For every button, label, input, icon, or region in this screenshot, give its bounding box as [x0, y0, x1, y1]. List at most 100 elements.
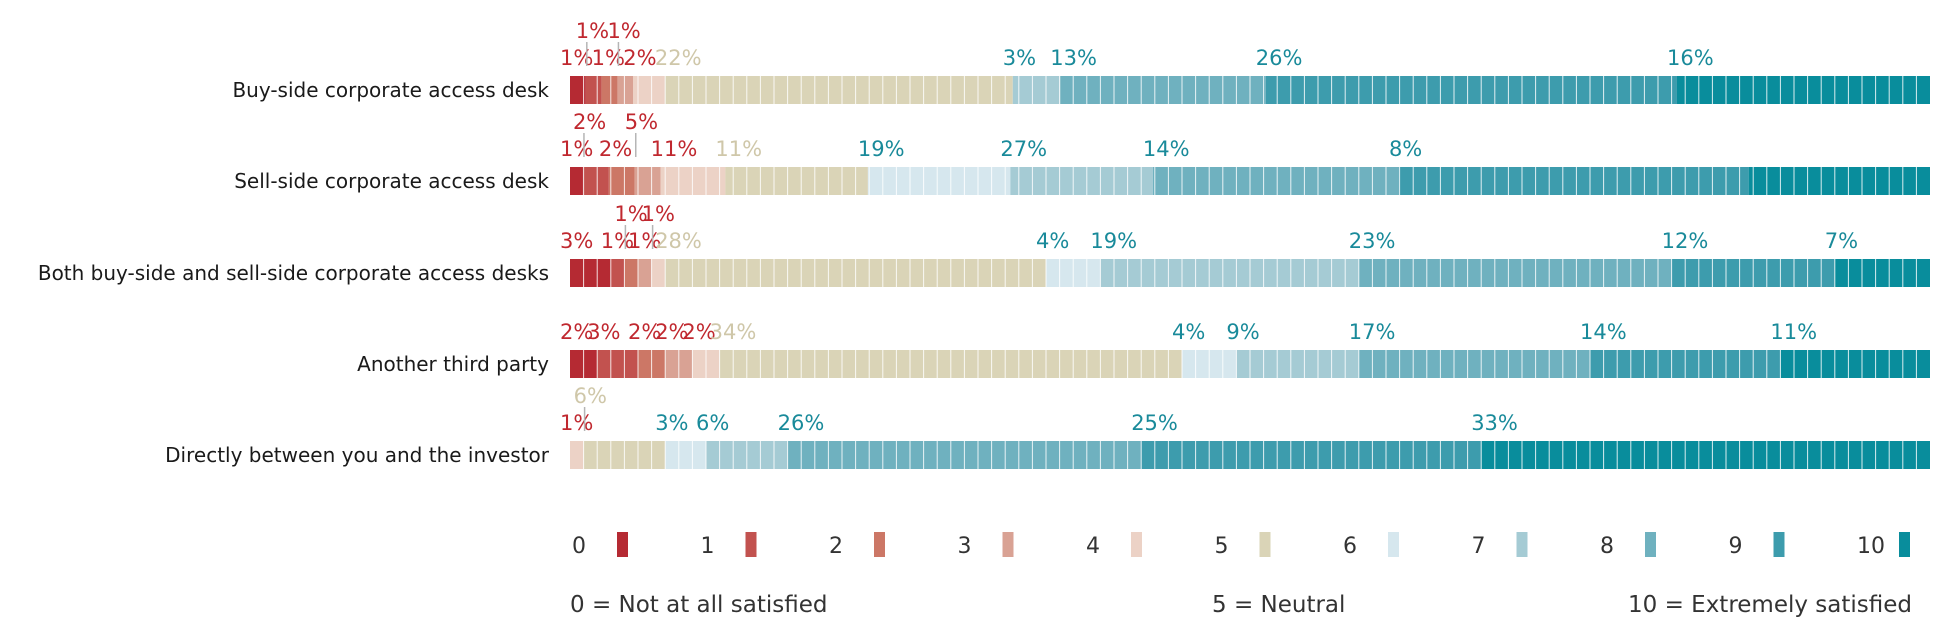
bar-segment-1: [610, 259, 625, 287]
legend-swatch-5: [1259, 532, 1271, 557]
bar-segment-7: [1236, 350, 1359, 378]
category-label: Buy-side corporate access desk: [232, 78, 549, 102]
bar-segment-4: [633, 76, 665, 104]
bar-segment-1: [582, 167, 609, 195]
legend-label-3: 3: [958, 534, 972, 559]
category-label: Another third party: [357, 352, 549, 376]
legend-label-1: 1: [701, 534, 715, 559]
bar-segment-7: [1010, 167, 1153, 195]
bar-segment-10: [1481, 441, 1930, 469]
legend-label-6: 6: [1343, 534, 1357, 559]
category-label: Both buy-side and sell-side corporate ac…: [38, 261, 549, 285]
data-label: 2%: [623, 46, 656, 70]
bar-segment-10: [1676, 76, 1930, 104]
scale-notes: 0 = Not at all satisfied 5 = Neutral 10 …: [570, 592, 1912, 618]
data-label: 26%: [1256, 46, 1303, 70]
labels-layer: Buy-side corporate access desk1%1%1%1%2%…: [38, 19, 1858, 467]
data-label: 3%: [560, 229, 593, 253]
data-label: 2%: [682, 320, 715, 344]
data-label: 1%: [614, 202, 647, 226]
data-label: 28%: [655, 229, 702, 253]
bar-segment-7: [1012, 76, 1061, 104]
data-label: 1%: [560, 137, 593, 161]
bar-segment-0: [570, 167, 583, 195]
bar-segment-8: [1358, 259, 1672, 287]
legend-swatch-9: [1773, 532, 1785, 557]
data-label: 2%: [560, 320, 593, 344]
bar-segment-9: [1265, 76, 1677, 104]
bars-layer: [570, 76, 1930, 469]
bar-segment-3: [638, 259, 652, 287]
bar-segment-8: [1358, 350, 1590, 378]
legend-label-8: 8: [1600, 534, 1614, 559]
data-label: 1%: [592, 46, 625, 70]
data-label: 1%: [560, 411, 593, 435]
legend: 0 1 2 3 4 5 6 7 8 9 10: [572, 532, 1910, 559]
data-label: 6%: [574, 384, 607, 408]
data-label: 6%: [696, 411, 729, 435]
data-label: 4%: [1036, 229, 1069, 253]
data-label: 11%: [1770, 320, 1817, 344]
bar-segment-6: [867, 167, 1011, 195]
data-label: 22%: [655, 46, 702, 70]
bar-segment-1: [585, 76, 602, 104]
bar-segment-4: [660, 167, 726, 195]
data-label: 9%: [1226, 320, 1259, 344]
data-label: 1%: [576, 19, 609, 43]
bar-segment-7: [1100, 259, 1359, 287]
data-label: 3%: [587, 320, 620, 344]
data-label: 7%: [1825, 229, 1858, 253]
data-label: 1%: [601, 229, 634, 253]
legend-label-2: 2: [829, 534, 843, 559]
bar-segment-2: [624, 259, 638, 287]
legend-label-7: 7: [1472, 534, 1486, 559]
legend-swatch-2: [874, 532, 885, 557]
data-label: 14%: [1143, 137, 1190, 161]
bar-segment-2: [608, 167, 635, 195]
data-label: 12%: [1662, 229, 1709, 253]
legend-swatch-6: [1388, 532, 1399, 557]
bar-segment-5: [725, 167, 868, 195]
legend-swatch-8: [1645, 532, 1656, 557]
data-label: 3%: [1003, 46, 1036, 70]
bar-segment-3: [617, 76, 634, 104]
bar-segment-10: [1834, 259, 1930, 287]
bar-segment-8: [1060, 76, 1266, 104]
data-label: 34%: [710, 320, 757, 344]
bar-segment-2: [601, 76, 618, 104]
data-label: 33%: [1471, 411, 1518, 435]
bar-segment-10: [1780, 350, 1930, 378]
data-label: 11%: [715, 137, 762, 161]
legend-swatch-3: [1002, 532, 1014, 557]
legend-swatch-4: [1131, 532, 1142, 557]
bar-segment-9: [1141, 441, 1482, 469]
legend-label-0: 0: [572, 534, 586, 559]
data-label: 1%: [642, 202, 675, 226]
data-label: 2%: [655, 320, 688, 344]
legend-swatch-1: [745, 532, 757, 557]
legend-label-9: 9: [1729, 534, 1743, 559]
legend-swatch-7: [1516, 532, 1528, 557]
category-label: Directly between you and the investor: [165, 443, 550, 467]
data-label: 17%: [1349, 320, 1396, 344]
bar-segment-9: [1398, 167, 1749, 195]
bar-segment-8: [1152, 167, 1399, 195]
bar-segment-5: [664, 76, 1013, 104]
bar-segment-1: [597, 350, 638, 378]
data-label: 2%: [573, 110, 606, 134]
data-label: 2%: [599, 137, 632, 161]
data-label: 2%: [628, 320, 661, 344]
data-label: 1%: [560, 46, 593, 70]
data-label: 5%: [625, 110, 658, 134]
data-label: 27%: [1000, 137, 1047, 161]
data-label: 11%: [651, 137, 698, 161]
category-label: Sell-side corporate access desk: [234, 169, 549, 193]
data-label: 23%: [1349, 229, 1396, 253]
data-label: 13%: [1050, 46, 1097, 70]
data-label: 25%: [1131, 411, 1178, 435]
legend-label-4: 4: [1086, 534, 1100, 559]
data-label: 14%: [1580, 320, 1627, 344]
data-label: 4%: [1172, 320, 1205, 344]
data-label: 8%: [1389, 137, 1422, 161]
